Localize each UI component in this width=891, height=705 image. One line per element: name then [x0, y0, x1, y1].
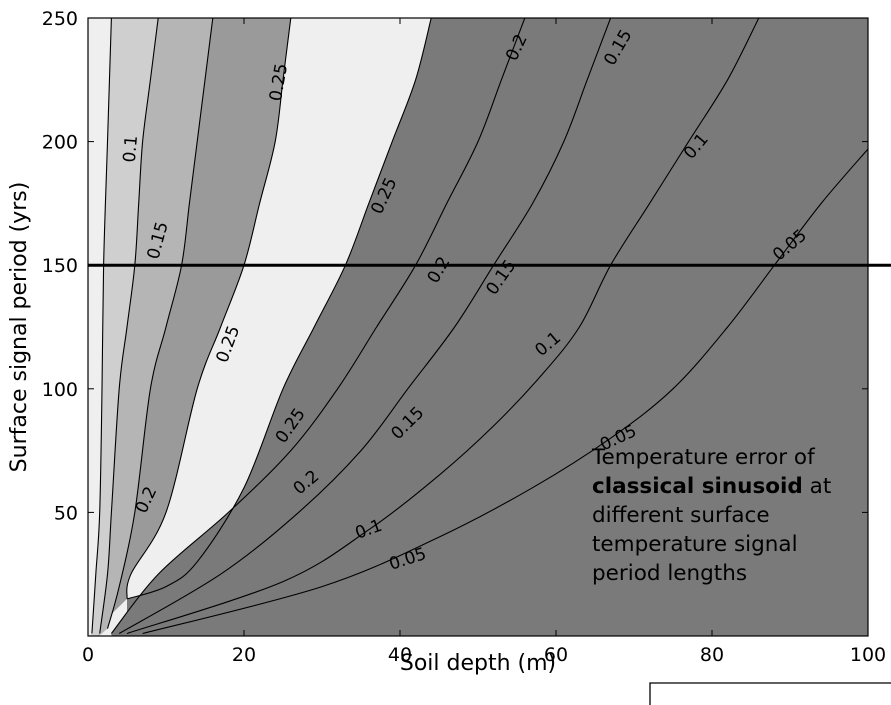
x-axis-ticks: 0 20 40 60 80 100	[82, 18, 886, 666]
contour-lines	[91, 18, 868, 635]
annotation-line-5: period lengths	[592, 561, 748, 586]
y-tick-label: 100	[42, 379, 78, 401]
x-tick-label: 0	[82, 644, 94, 666]
annotation-line-1: Temperature error of	[592, 445, 815, 470]
contour-fills	[88, 18, 868, 636]
annotation-line-4: temperature signal	[592, 532, 798, 557]
annotation-after-bold: at	[802, 474, 832, 499]
contour-line-0.05-right	[142, 148, 868, 635]
contour-line-0.2-left	[106, 18, 214, 629]
contour-line-0.1-right	[126, 18, 760, 635]
contour-line-0.15-left	[99, 18, 159, 634]
x-tick-label: 80	[700, 644, 724, 666]
x-tick-label: 100	[850, 644, 886, 666]
y-axis-ticks: 50 100 150 200 250	[42, 8, 868, 524]
x-tick-label: 60	[544, 644, 568, 666]
y-tick-label: 50	[54, 502, 78, 524]
x-tick-label: 40	[388, 644, 412, 666]
annotation-line-3: different surface	[592, 503, 770, 528]
contour-line-0.25-right	[126, 18, 432, 600]
annotation-bold-term: classical sinusoid	[592, 474, 803, 499]
corner-bracket	[649, 682, 891, 705]
band-left-edge	[88, 18, 112, 636]
contour-label: 0.1	[120, 135, 142, 164]
y-tick-label: 150	[42, 255, 78, 277]
contour-line-0.1-left	[91, 18, 112, 634]
x-axis-title: Soil depth (m)	[400, 651, 556, 676]
contour-line-0.2-right	[110, 18, 526, 634]
contour-line-0.25-left	[126, 18, 292, 599]
band-right-0.25	[127, 18, 868, 636]
x-tick-label: 20	[232, 644, 256, 666]
annotation-line-2: classical sinusoid at	[592, 472, 882, 501]
annotation-text: Temperature error of classical sinusoid …	[592, 443, 882, 588]
plot-frame	[87, 17, 869, 637]
y-axis-title: Surface signal period (yrs)	[7, 182, 32, 473]
contour-line-0.15-right	[118, 18, 612, 634]
y-tick-label: 200	[42, 132, 78, 154]
y-tick-label: 250	[42, 8, 78, 30]
